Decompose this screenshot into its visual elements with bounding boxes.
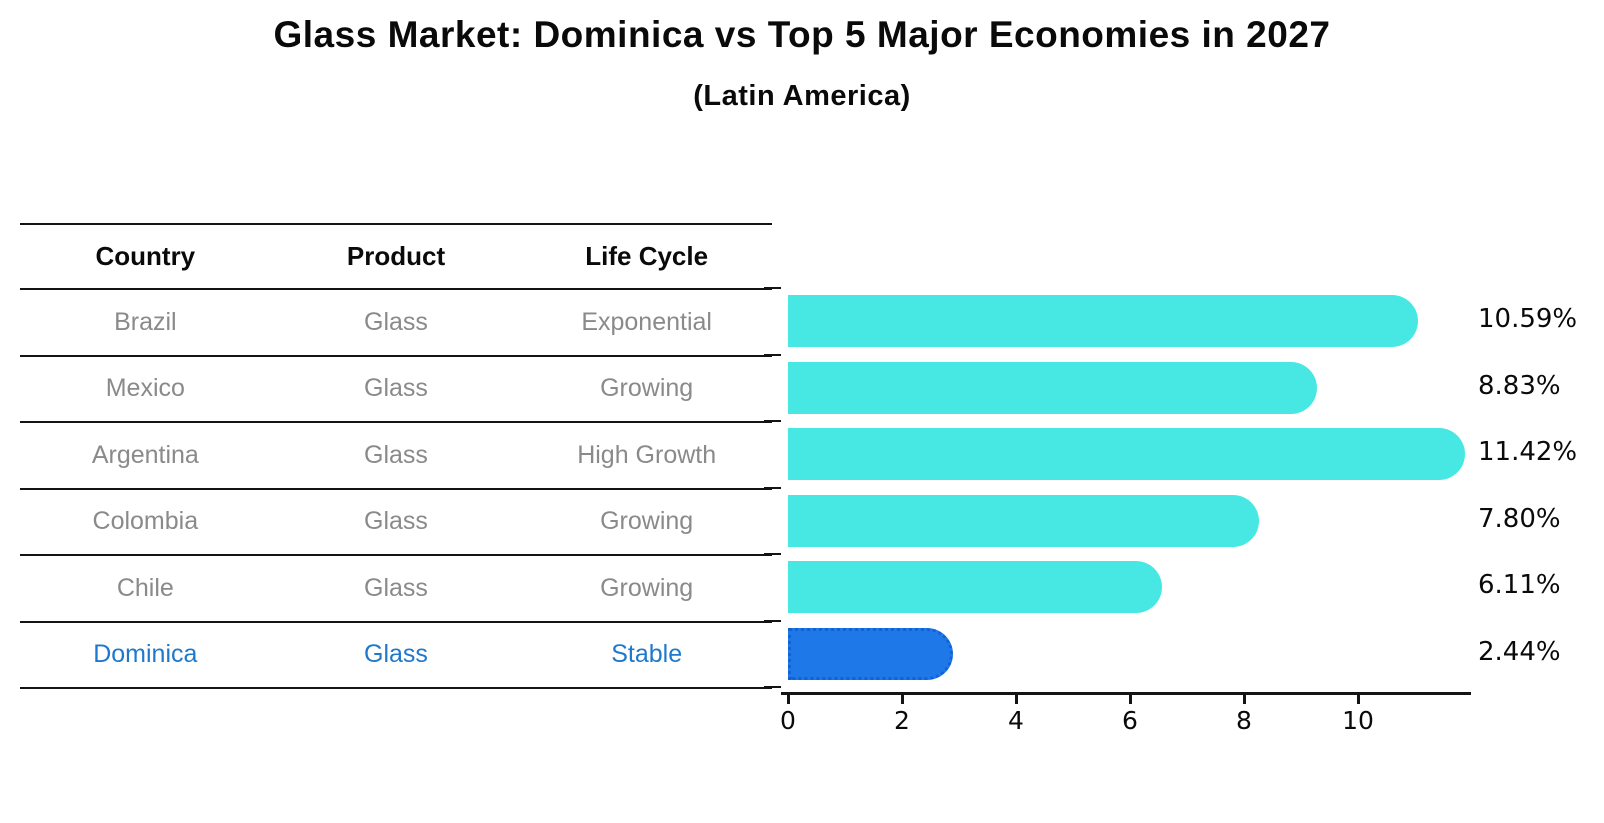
x-axis-tick	[1243, 695, 1246, 704]
chart-title: Glass Market: Dominica vs Top 5 Major Ec…	[273, 14, 1331, 55]
country-cell: Argentina	[91, 440, 199, 469]
bar-value-label: 8.83%	[1478, 370, 1561, 401]
x-axis-tick	[1357, 695, 1360, 704]
x-axis-tick-label: 8	[1236, 706, 1252, 735]
life-cycle-cell: Growing	[600, 507, 694, 536]
life-cycle-cell: Stable	[611, 640, 683, 669]
table-row: Colombia Glass Growing	[20, 490, 772, 556]
x-axis-tick	[787, 695, 790, 704]
table-row: Chile Glass Growing	[20, 556, 772, 623]
y-axis-tick	[764, 553, 781, 555]
bar-colombia	[788, 494, 1259, 547]
x-axis-line	[781, 692, 1471, 695]
table-header-row: Country Product Life Cycle	[20, 225, 772, 290]
chart-subtitle: (Latin America)	[693, 80, 911, 112]
life-cycle-cell: Growing	[600, 374, 694, 403]
bar-value-label: 7.80%	[1478, 503, 1561, 534]
bar-value-label: 6.11%	[1478, 570, 1561, 601]
column-header-life-cycle: Life Cycle	[585, 241, 709, 271]
bar-chile	[788, 561, 1163, 614]
table-row: Brazil Glass Exponential	[20, 290, 772, 357]
country-cell: Mexico	[105, 374, 185, 403]
product-cell: Glass	[364, 307, 428, 336]
column-header-product: Product	[346, 241, 446, 271]
country-cell: Dominica	[93, 640, 198, 669]
table-row: Mexico Glass Growing	[20, 357, 772, 423]
product-cell: Glass	[364, 440, 428, 469]
bar-value-label: 10.59%	[1478, 304, 1578, 335]
x-axis-tick	[1015, 695, 1018, 704]
product-cell: Glass	[364, 374, 428, 403]
x-axis-tick	[1129, 695, 1132, 704]
column-header-country: Country	[95, 241, 196, 271]
bar-brazil	[788, 295, 1418, 348]
product-cell: Glass	[364, 573, 428, 602]
bar-argentina	[788, 428, 1465, 481]
y-axis-tick	[764, 420, 781, 422]
x-axis-tick-label: 6	[1122, 706, 1138, 735]
x-axis-tick-label: 2	[894, 706, 910, 735]
y-axis-tick	[764, 353, 781, 356]
product-cell: Glass	[364, 640, 428, 669]
bar-value-label: 11.42%	[1478, 437, 1578, 468]
country-cell: Colombia	[92, 507, 199, 536]
x-axis-tick-label: 0	[780, 706, 796, 735]
life-cycle-cell: Exponential	[581, 307, 712, 336]
y-axis-tick	[764, 686, 781, 688]
y-axis-tick	[764, 287, 781, 289]
table-row: Argentina Glass High Growth	[20, 423, 772, 490]
y-axis-tick	[764, 486, 781, 489]
bar-mexico	[788, 361, 1318, 414]
bar-dominica-highlighted	[788, 627, 954, 680]
product-cell: Glass	[364, 507, 428, 536]
x-axis-tick	[901, 695, 904, 704]
x-axis-tick-label: 4	[1008, 706, 1024, 735]
table-row: Dominica Glass Stable	[20, 623, 772, 689]
country-cell: Chile	[116, 573, 174, 602]
country-cell: Brazil	[114, 307, 177, 336]
y-axis-tick	[764, 619, 781, 622]
life-cycle-cell: Growing	[600, 573, 694, 602]
x-axis-tick-label: 10	[1342, 706, 1374, 735]
life-cycle-cell: High Growth	[577, 440, 717, 469]
comparison-table: Country Product Life Cycle Brazil Glass Ex…	[20, 223, 772, 689]
bar-value-label: 2.44%	[1478, 636, 1561, 667]
